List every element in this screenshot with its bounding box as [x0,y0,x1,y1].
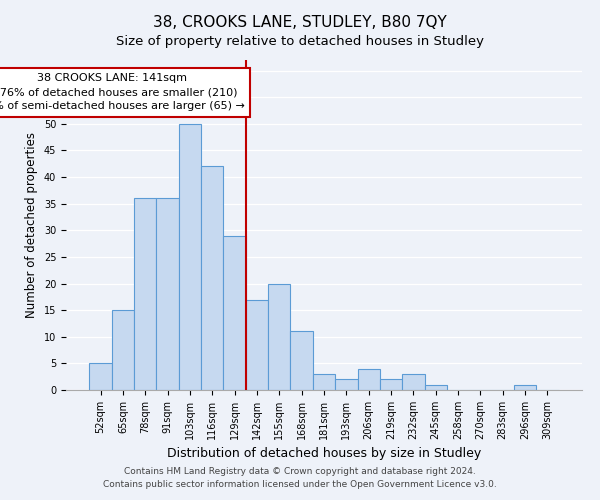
Bar [179,124,201,390]
Text: Size of property relative to detached houses in Studley: Size of property relative to detached ho… [116,35,484,48]
Bar [358,368,380,390]
Bar [89,364,112,390]
X-axis label: Distribution of detached houses by size in Studley: Distribution of detached houses by size … [167,448,481,460]
Text: 38 CROOKS LANE: 141sqm
← 76% of detached houses are smaller (210)
24% of semi-de: 38 CROOKS LANE: 141sqm ← 76% of detached… [0,74,245,112]
Bar [201,166,223,390]
Bar [425,384,447,390]
Bar [335,380,358,390]
Bar [380,380,402,390]
Bar [268,284,290,390]
Bar [514,384,536,390]
Bar [246,300,268,390]
Bar [223,236,246,390]
Bar [290,332,313,390]
Bar [134,198,157,390]
Y-axis label: Number of detached properties: Number of detached properties [25,132,38,318]
Bar [157,198,179,390]
Text: Contains HM Land Registry data © Crown copyright and database right 2024.
Contai: Contains HM Land Registry data © Crown c… [103,468,497,489]
Text: 38, CROOKS LANE, STUDLEY, B80 7QY: 38, CROOKS LANE, STUDLEY, B80 7QY [153,15,447,30]
Bar [402,374,425,390]
Bar [112,310,134,390]
Bar [313,374,335,390]
